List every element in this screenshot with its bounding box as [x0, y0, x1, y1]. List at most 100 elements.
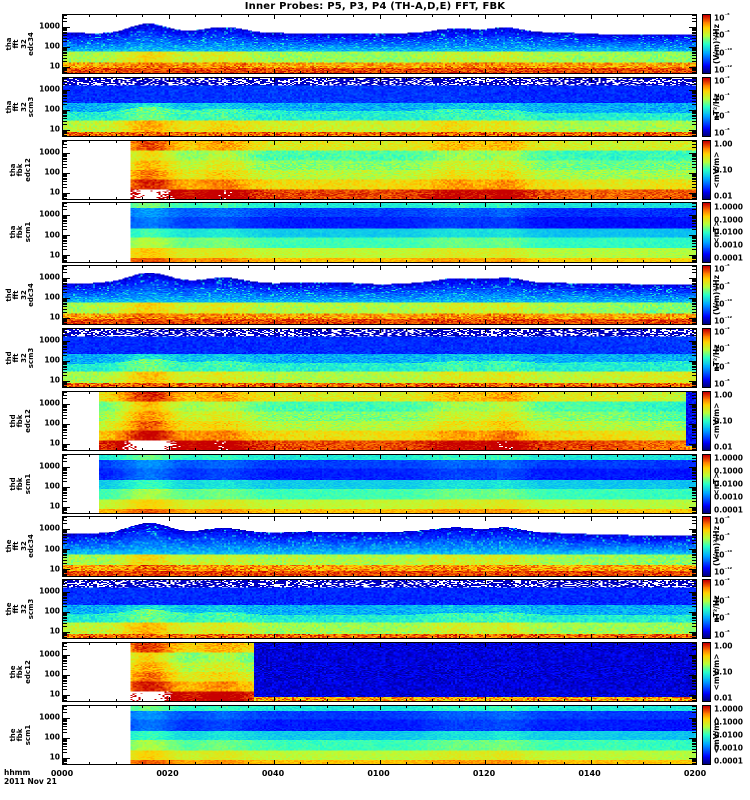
x-minor-tickmark [248, 454, 249, 457]
x-minor-tickmark [538, 329, 539, 331]
y-tickmark [692, 154, 696, 156]
y-tickmark [692, 391, 696, 393]
x-minor-tickmark [353, 203, 354, 206]
y-tickmark [692, 557, 696, 559]
colorbar-tick-label: 1.0000 [714, 453, 743, 463]
y-tickmark [692, 323, 696, 325]
y-tickmark [692, 574, 696, 576]
y-tickmark [63, 635, 67, 637]
y-tickmark [63, 90, 67, 92]
ytick-label: 100 [44, 669, 60, 679]
x-tickmark [696, 392, 697, 396]
x-minor-tickmark [300, 140, 301, 143]
x-minor-tickmark [432, 699, 433, 702]
y-tickmark [692, 28, 696, 29]
x-minor-tickmark [116, 705, 117, 708]
panel-yticks-tha-fbk-edc12: 1000 100 10 [2, 140, 62, 200]
colorbar-tick-label: 0.10 [714, 165, 733, 175]
y-tickmark [63, 708, 67, 710]
x-minor-tickmark [406, 510, 407, 513]
x-minor-tickmark [432, 761, 433, 764]
ytick-label: 1000 [39, 209, 60, 219]
x-tickmark [169, 634, 170, 639]
ytick-label: 10 [49, 312, 60, 322]
y-tickmark [692, 725, 696, 727]
y-tickmark [63, 362, 67, 363]
y-tickmark [63, 280, 67, 282]
y-tickmark [63, 549, 70, 551]
x-minor-tickmark [406, 761, 407, 764]
x-minor-tickmark [116, 573, 117, 576]
y-tickmark [63, 583, 67, 585]
x-tickmark [63, 759, 64, 764]
y-tickmark [63, 552, 67, 554]
x-tick-label: 0040 [261, 769, 285, 778]
y-tickmark [63, 397, 67, 399]
x-minor-tickmark [538, 71, 539, 74]
y-tickmark [63, 173, 67, 175]
x-tickmark [380, 643, 381, 647]
spectrogram-tha-fft-scm3 [63, 77, 696, 136]
x-minor-tickmark [300, 699, 301, 702]
x-minor-tickmark [643, 705, 644, 708]
x-tickmark [485, 329, 486, 333]
x-tickmark [591, 140, 592, 145]
y-tickmark [63, 91, 67, 93]
y-tickmark [692, 424, 696, 426]
y-tickmark [63, 603, 67, 605]
y-tickmark [63, 656, 67, 657]
x-minor-tickmark [670, 761, 671, 764]
y-tickmark [692, 492, 696, 494]
y-tickmark [692, 29, 696, 30]
y-tickmark [692, 728, 696, 730]
y-tickmark [63, 738, 67, 740]
y-tickmark [692, 575, 696, 576]
y-tickmark [692, 523, 696, 525]
y-tickmark [692, 117, 696, 119]
x-minor-tickmark [353, 454, 354, 457]
y-tickmark [692, 140, 696, 142]
y-tickmark [63, 586, 67, 588]
y-tickmark [63, 448, 67, 450]
x-tickmark [696, 760, 697, 764]
x-minor-tickmark [353, 580, 354, 583]
y-tickmark [692, 123, 696, 125]
y-tickmark [63, 241, 67, 243]
y-tickmark [692, 614, 696, 616]
x-minor-tickmark [221, 15, 222, 17]
spectrogram-the-fft-scm3 [63, 580, 696, 639]
y-tickmark [689, 298, 696, 300]
x-tickmark [169, 69, 170, 74]
y-tickmark [63, 30, 67, 31]
x-minor-tickmark [327, 385, 328, 388]
x-tickmark [485, 759, 486, 764]
x-tickmark [380, 140, 381, 145]
spectrogram-tha-fft-edc34 [63, 15, 696, 74]
y-tickmark [692, 236, 696, 238]
y-tickmark [63, 443, 70, 445]
x-minor-tickmark [617, 140, 618, 143]
colorbar-tick-label: 10⁻⁸ [714, 30, 730, 40]
x-minor-tickmark [89, 761, 90, 764]
y-tickmark [692, 594, 696, 596]
y-tickmark [692, 166, 696, 168]
y-tickmark [63, 15, 67, 16]
y-tickmark [689, 737, 696, 739]
y-tickmark [692, 193, 696, 195]
x-tick-label: 0120 [472, 769, 496, 778]
y-tickmark [63, 431, 67, 433]
y-tickmark [63, 260, 67, 262]
x-minor-tickmark [248, 329, 249, 331]
y-tickmark [692, 300, 696, 302]
y-tickmark [692, 206, 696, 208]
x-minor-tickmark [142, 133, 143, 136]
ytick-label: 10 [49, 626, 60, 636]
y-tickmark [63, 689, 67, 690]
x-minor-tickmark [538, 636, 539, 639]
x-tickmark [380, 320, 381, 325]
y-tickmark [63, 512, 67, 513]
x-tickmark [696, 15, 697, 19]
x-tickmark [591, 329, 592, 333]
y-tickmark [63, 632, 70, 634]
x-tickmark [591, 454, 592, 459]
